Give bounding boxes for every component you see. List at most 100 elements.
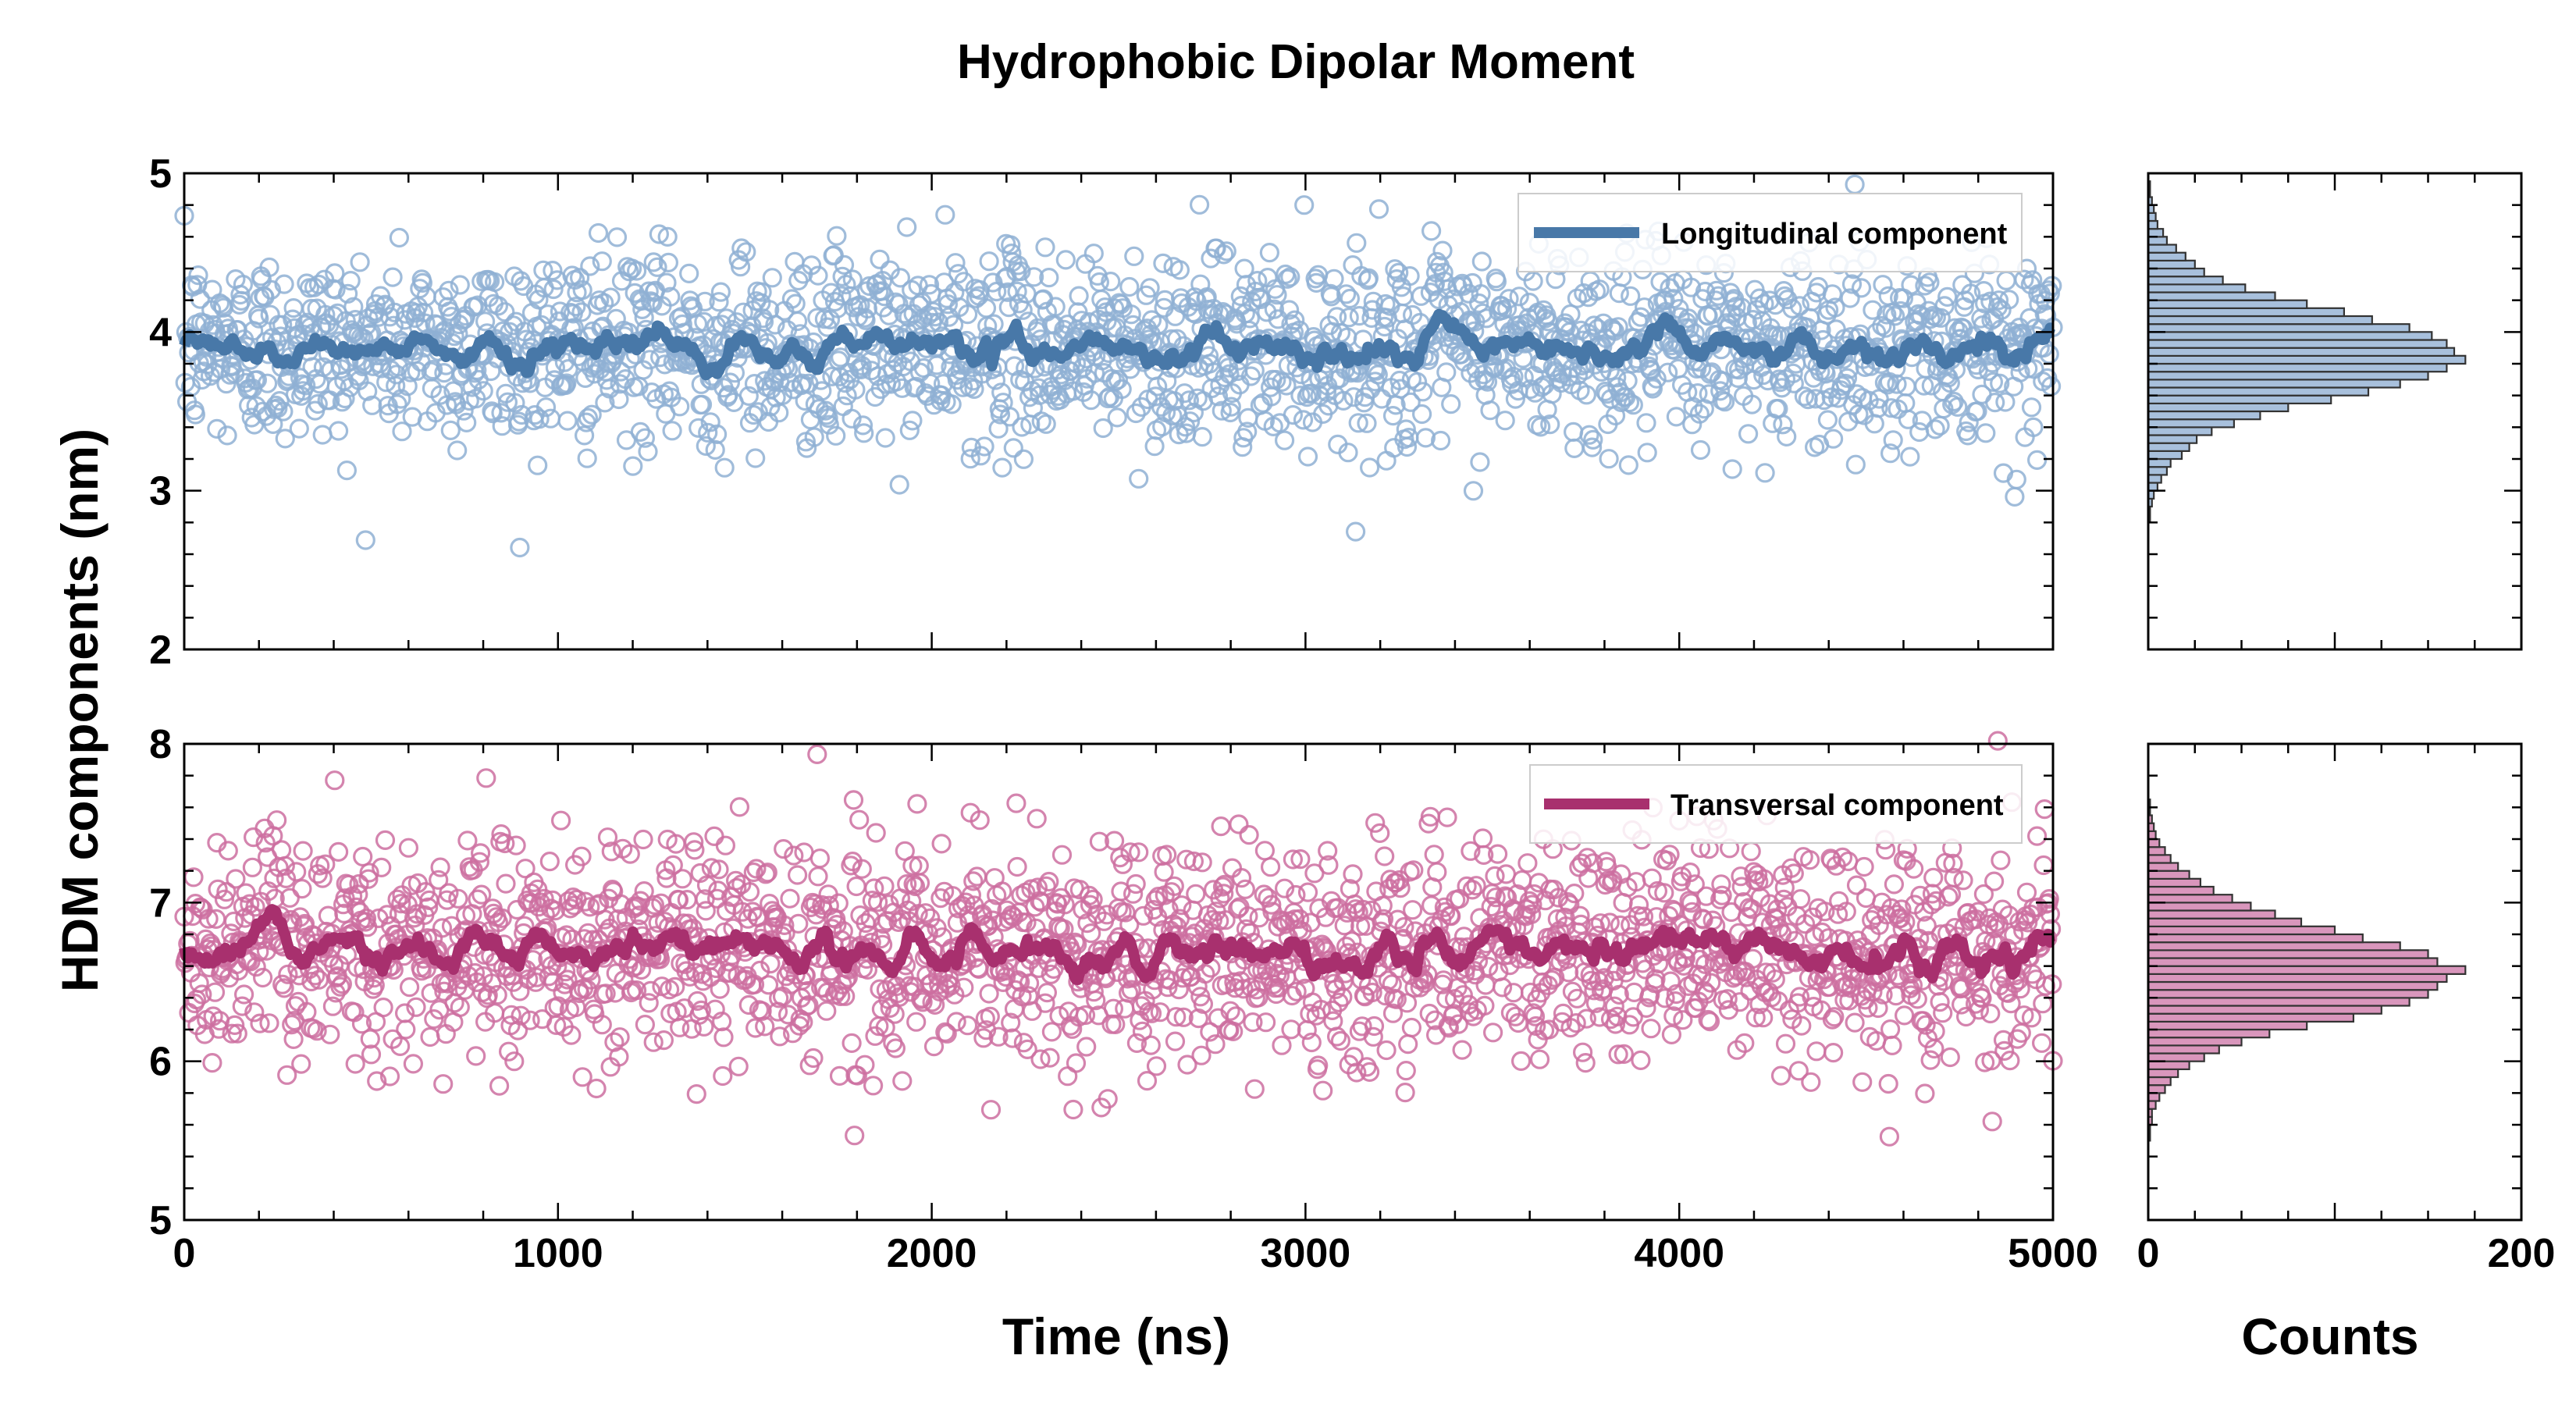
- data-point: [609, 389, 629, 410]
- histogram-bar: [2147, 1076, 2172, 1087]
- data-point: [643, 1032, 664, 1052]
- data-point: [696, 875, 717, 895]
- data-point: [2006, 469, 2026, 489]
- data-point: [1572, 1042, 1593, 1062]
- data-point: [464, 962, 486, 984]
- data-point: [379, 1066, 400, 1087]
- data-point: [466, 1046, 486, 1066]
- data-point: [980, 1006, 1000, 1026]
- data-point: [192, 984, 212, 1005]
- data-point: [992, 881, 1012, 902]
- data-point: [1523, 271, 1543, 291]
- data-point: [365, 975, 385, 995]
- data-point: [1430, 430, 1451, 451]
- data-point: [970, 810, 990, 831]
- top-histogram-panel: [2147, 172, 2523, 651]
- data-point: [1920, 272, 1940, 293]
- hist-x-axis-title: Counts: [2241, 1307, 2418, 1365]
- data-point: [694, 1016, 714, 1037]
- data-point: [258, 373, 278, 393]
- data-point: [1900, 446, 1920, 467]
- data-point: [1606, 368, 1627, 388]
- data-point: [1462, 880, 1482, 900]
- data-point: [1407, 372, 1428, 392]
- data-point: [1013, 449, 1034, 469]
- data-point: [1713, 371, 1733, 391]
- data-point: [1144, 436, 1165, 457]
- data-point: [907, 794, 927, 814]
- data-point: [457, 831, 478, 851]
- data-point: [1895, 1005, 1915, 1026]
- data-point: [572, 1067, 592, 1087]
- data-point: [1482, 1023, 1503, 1043]
- data-point: [1126, 873, 1146, 895]
- data-point: [1147, 376, 1168, 397]
- data-point: [1427, 862, 1447, 882]
- data-point: [999, 407, 1020, 427]
- data-point: [1279, 300, 1300, 320]
- data-point: [1239, 824, 1259, 845]
- y-tick-label: 6: [149, 1040, 172, 1085]
- data-point: [809, 848, 831, 869]
- data-point: [727, 877, 747, 898]
- histogram-bar: [2147, 973, 2448, 984]
- data-point: [808, 265, 828, 286]
- data-point: [709, 292, 729, 312]
- data-point: [788, 913, 809, 934]
- data-point: [998, 282, 1018, 302]
- data-point: [626, 261, 647, 281]
- data-point: [954, 977, 974, 998]
- data-point: [623, 456, 643, 476]
- data-point: [1689, 404, 1710, 424]
- data-point: [1589, 279, 1610, 300]
- data-point: [739, 881, 760, 902]
- data-point: [1101, 368, 1122, 389]
- data-point: [1496, 864, 1517, 884]
- data-point: [686, 1083, 706, 1104]
- data-point: [557, 411, 578, 431]
- data-point: [1710, 381, 1731, 401]
- data-point: [350, 252, 370, 272]
- data-point: [1840, 288, 1860, 308]
- histogram-bar: [2147, 236, 2168, 246]
- data-point: [1036, 414, 1056, 434]
- data-point: [2040, 283, 2060, 304]
- data-point: [386, 375, 406, 396]
- data-point: [1215, 304, 1236, 324]
- data-point: [2034, 799, 2055, 820]
- data-point: [745, 448, 766, 468]
- data-point: [748, 402, 768, 422]
- data-point: [578, 407, 599, 429]
- data-point: [855, 1055, 875, 1075]
- data-point: [546, 1015, 567, 1036]
- x-tick-label: 200: [2488, 1231, 2556, 1276]
- data-point: [332, 973, 352, 994]
- data-point: [1345, 521, 1366, 542]
- data-point: [415, 313, 436, 333]
- data-point: [1743, 948, 1763, 969]
- data-point: [746, 859, 767, 879]
- histogram-bar: [2147, 457, 2172, 468]
- data-point: [315, 304, 336, 325]
- data-point: [1211, 816, 1231, 837]
- data-point: [424, 1008, 444, 1030]
- data-point: [276, 868, 297, 889]
- data-point: [1604, 321, 1624, 341]
- data-point: [1277, 269, 1297, 289]
- data-point: [543, 890, 563, 911]
- data-point: [345, 1054, 365, 1074]
- data-point: [217, 425, 237, 446]
- x-tick-label: 0: [2137, 1231, 2160, 1276]
- data-point: [491, 403, 511, 423]
- data-point: [1791, 889, 1811, 909]
- data-point: [970, 446, 991, 466]
- data-point: [1668, 358, 1688, 379]
- data-point: [1376, 450, 1397, 471]
- data-point: [1741, 841, 1761, 862]
- data-point: [346, 897, 366, 918]
- data-point: [1901, 275, 1921, 295]
- data-point: [871, 999, 892, 1019]
- data-point: [373, 997, 393, 1018]
- data-point: [710, 979, 730, 999]
- data-point: [649, 224, 670, 244]
